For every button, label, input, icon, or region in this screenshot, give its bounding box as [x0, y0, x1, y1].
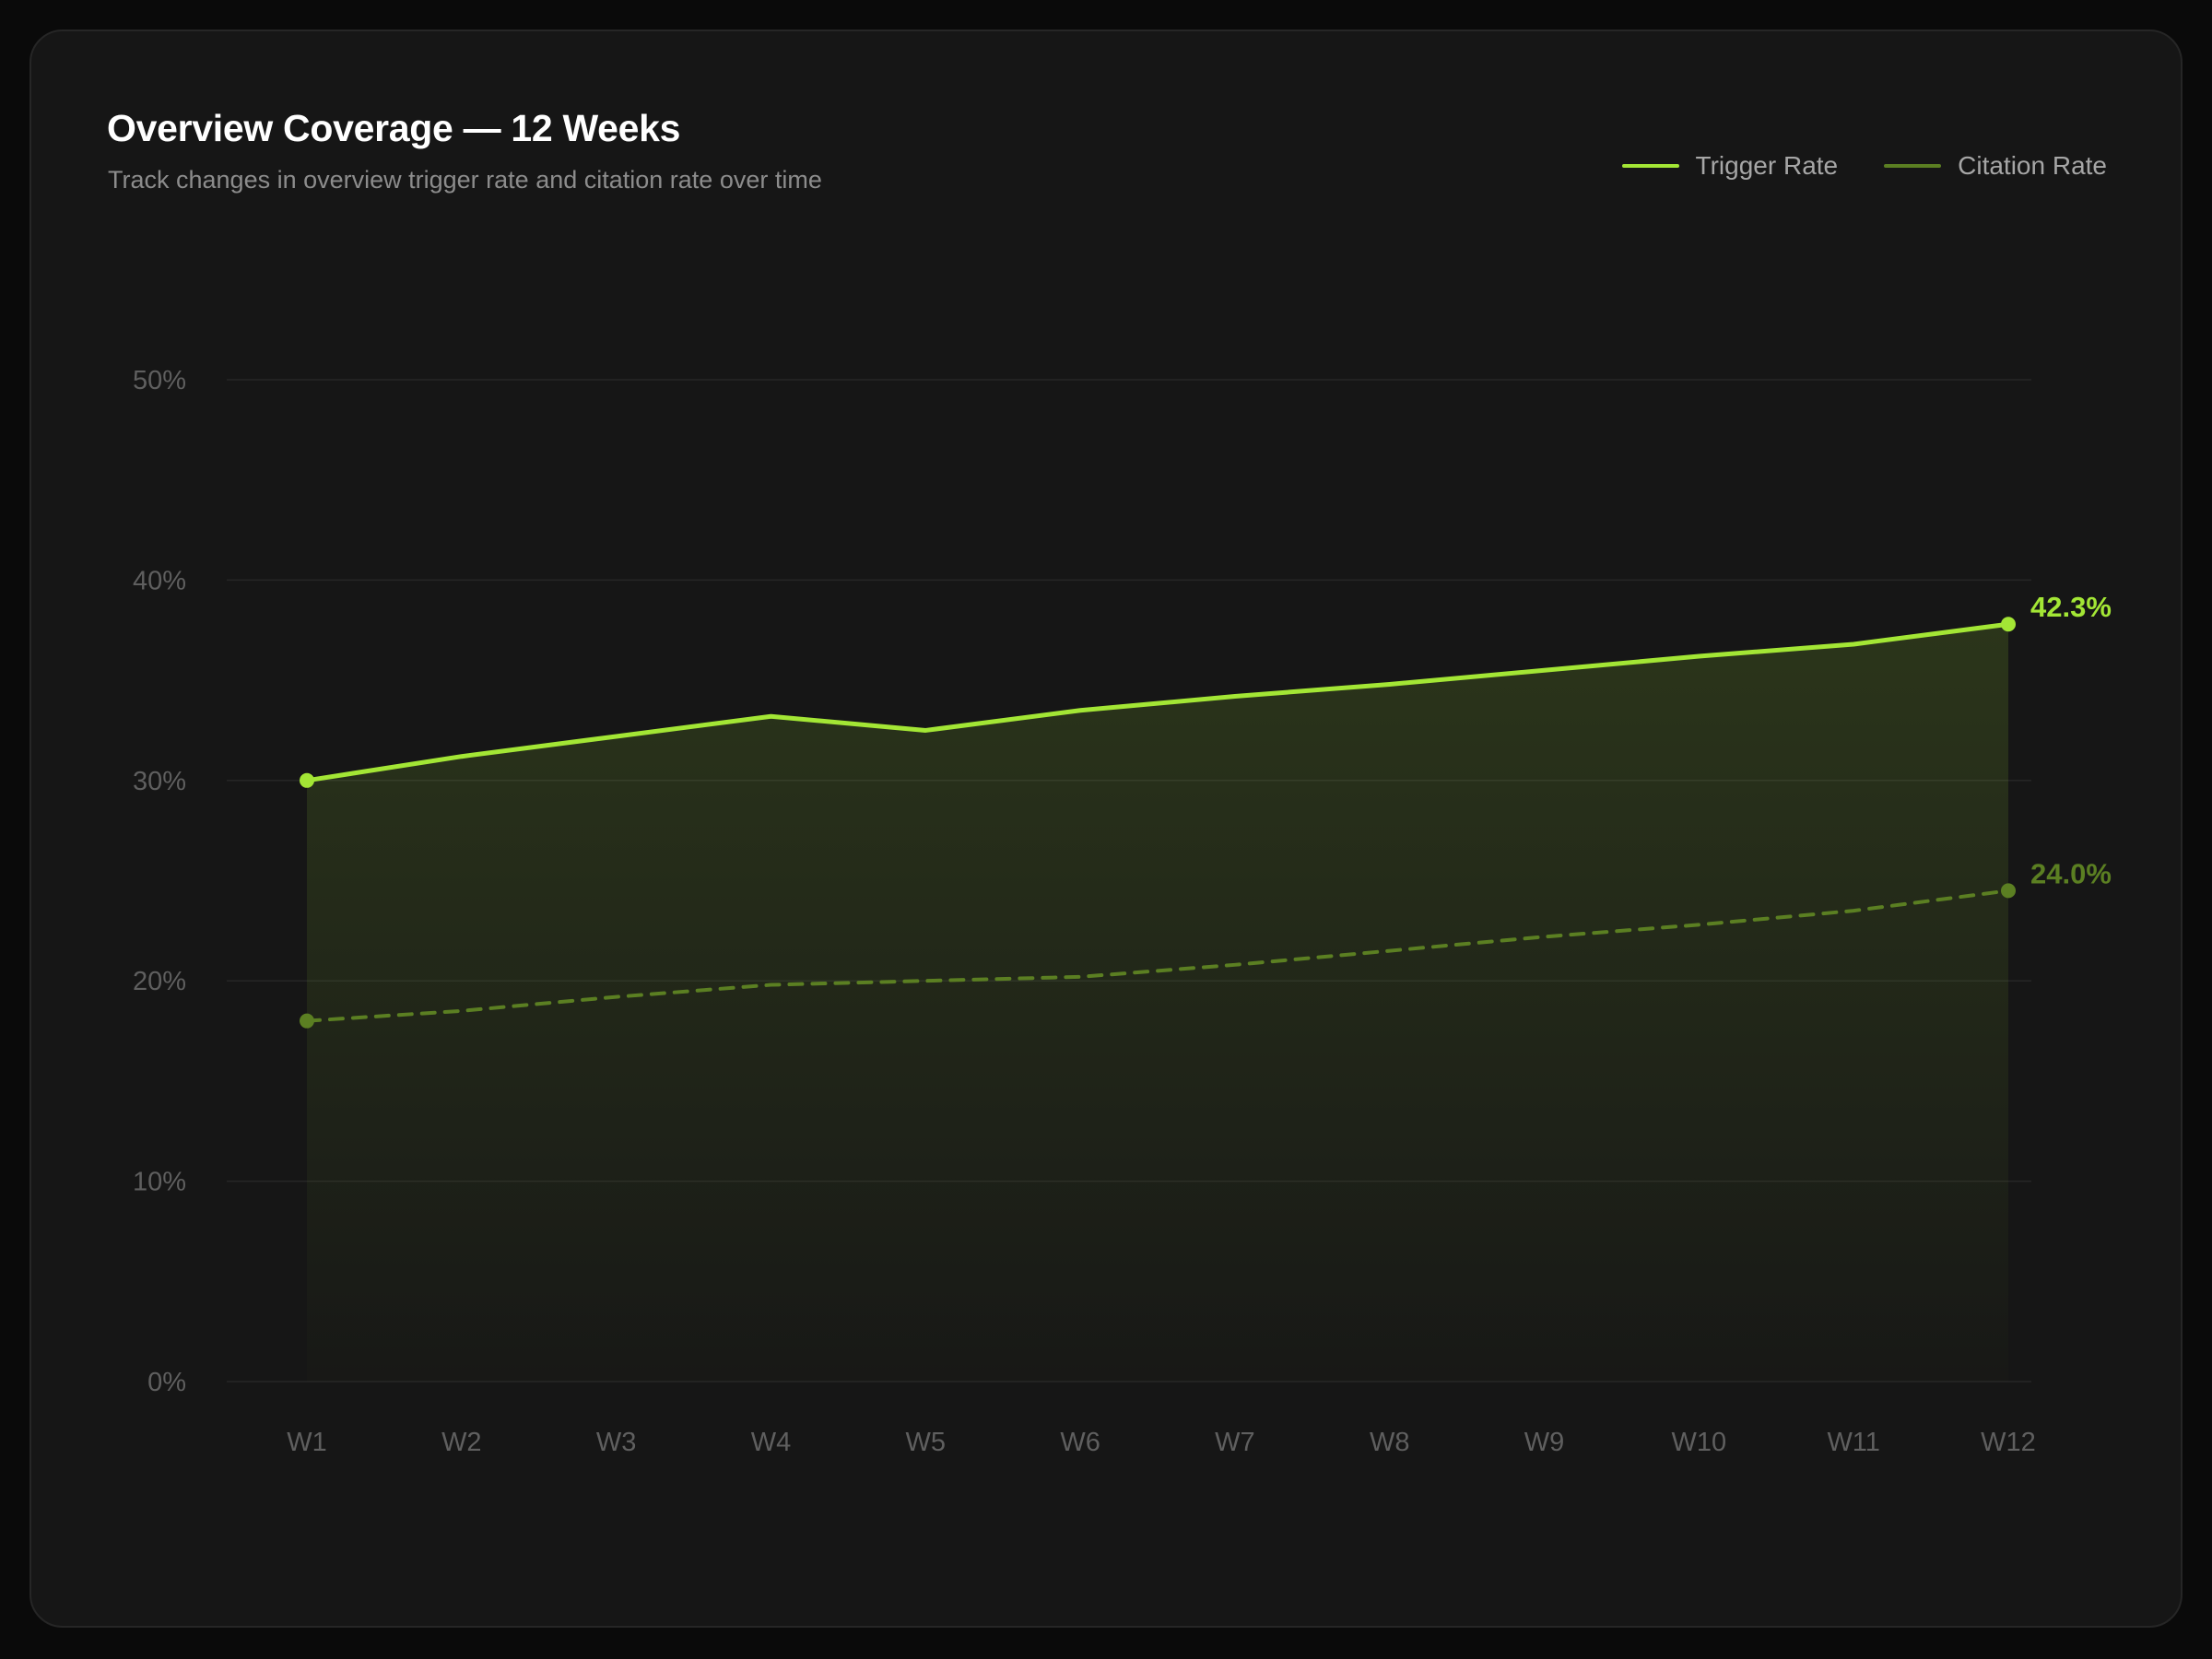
legend-item-citation-rate[interactable]: Citation Rate — [1884, 151, 2107, 181]
x-tick-label: W6 — [1060, 1428, 1100, 1457]
x-tick-label: W4 — [751, 1428, 792, 1457]
x-tick-label: W7 — [1215, 1428, 1255, 1457]
area-fill-trigger-rate — [307, 624, 2008, 1382]
x-tick-label: W1 — [287, 1428, 327, 1457]
end-labels: 42.3% 24.0% — [2030, 591, 2112, 889]
x-tick-label: W5 — [906, 1428, 947, 1457]
end-label-trigger: 42.3% — [2030, 591, 2112, 623]
x-tick-label: W8 — [1370, 1428, 1410, 1457]
y-tick-label: 50% — [133, 366, 186, 395]
data-point[interactable] — [300, 772, 314, 788]
legend-item-trigger-rate[interactable]: Trigger Rate — [1621, 151, 1839, 181]
chart-title: Overview Coverage — 12 Weeks — [107, 107, 681, 149]
y-tick-label: 0% — [147, 1368, 186, 1397]
data-point[interactable] — [2001, 617, 2016, 632]
chart-subtitle: Track changes in overview trigger rate a… — [108, 166, 822, 194]
y-tick-label: 40% — [133, 566, 186, 595]
x-axis-ticks: W1 W2 W3 W4 W5 W6 W7 W8 W9 W10 W11 W12 — [287, 1428, 2036, 1457]
x-tick-label: W12 — [1981, 1428, 2036, 1457]
data-point[interactable] — [2001, 883, 2016, 899]
end-label-citation: 24.0% — [2030, 857, 2112, 889]
y-tick-label: 20% — [133, 967, 186, 996]
x-tick-label: W9 — [1524, 1428, 1565, 1457]
data-point[interactable] — [300, 1013, 314, 1029]
line-chart: 0%10%20%30%40%50% W1 W2 W3 W4 W5 W6 W7 W8 W9 W10 W… — [133, 366, 2112, 1457]
series-line-citation-rate — [305, 888, 2010, 1023]
y-tick-label: 10% — [133, 1168, 186, 1197]
x-tick-label: W11 — [1827, 1428, 1879, 1457]
x-tick-label: W3 — [596, 1428, 637, 1457]
legend: Trigger Rate Citation Rate — [1621, 151, 2107, 181]
series-layer — [300, 617, 2016, 1382]
chart-card: Overview Coverage — 12 Weeks Track chang… — [29, 29, 2183, 1628]
legend-label-trigger-rate: Trigger Rate — [1695, 151, 1839, 180]
legend-swatch-citation-rate — [1884, 164, 1942, 168]
legend-label-citation-rate: Citation Rate — [1958, 151, 2107, 180]
x-tick-label: W10 — [1672, 1428, 1727, 1457]
x-tick-label: W2 — [441, 1428, 482, 1457]
series-line-trigger-rate — [304, 621, 2011, 783]
legend-swatch-trigger-rate — [1621, 164, 1679, 168]
y-axis-ticks: 0% 10% 20% 30% 40% 50% — [133, 366, 186, 1397]
y-tick-label: 30% — [133, 767, 186, 796]
